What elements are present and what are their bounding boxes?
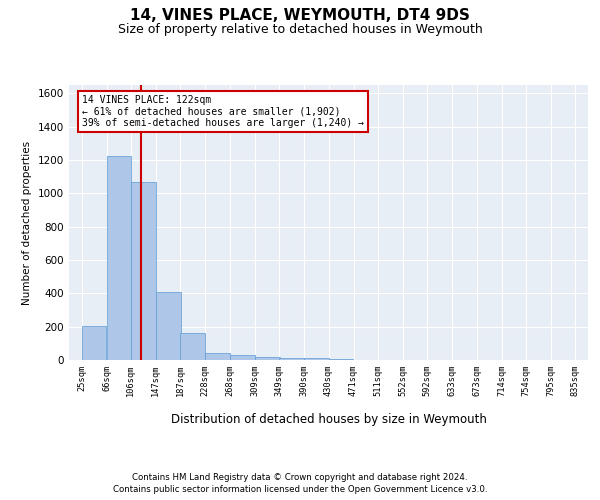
Bar (181, 332, 205, 360)
Bar (329, 358, 353, 360)
Y-axis label: Number of detached properties: Number of detached properties (22, 140, 32, 304)
Text: Distribution of detached houses by size in Weymouth: Distribution of detached houses by size … (171, 412, 487, 426)
Text: 14 VINES PLACE: 122sqm
← 61% of detached houses are smaller (1,902)
39% of semi-: 14 VINES PLACE: 122sqm ← 61% of detached… (82, 94, 364, 128)
Bar (205, 352, 230, 360)
Text: 14, VINES PLACE, WEYMOUTH, DT4 9DS: 14, VINES PLACE, WEYMOUTH, DT4 9DS (130, 8, 470, 22)
Bar (107, 156, 131, 360)
Bar (279, 358, 304, 360)
Text: Contains public sector information licensed under the Open Government Licence v3: Contains public sector information licen… (113, 485, 487, 494)
Text: Size of property relative to detached houses in Weymouth: Size of property relative to detached ho… (118, 22, 482, 36)
Bar (255, 356, 280, 360)
Bar (131, 182, 156, 360)
Bar (230, 356, 254, 360)
Bar (82, 326, 106, 360)
Bar (156, 292, 181, 360)
Bar (304, 358, 329, 360)
Text: Contains HM Land Registry data © Crown copyright and database right 2024.: Contains HM Land Registry data © Crown c… (132, 472, 468, 482)
